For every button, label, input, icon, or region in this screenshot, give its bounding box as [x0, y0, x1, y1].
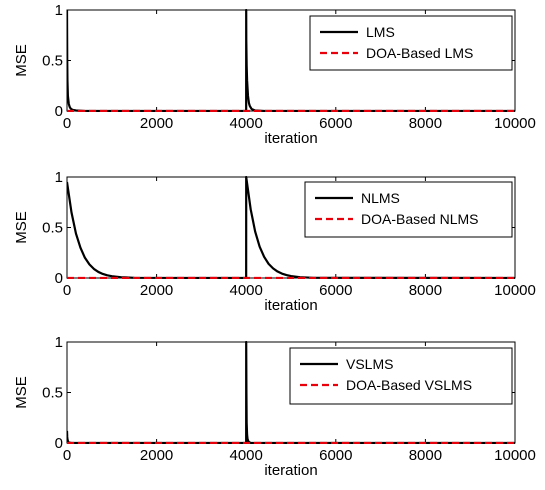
legend: NLMS DOA-Based NLMS	[304, 181, 513, 238]
legend-label: NLMS	[361, 190, 400, 206]
legend-label: DOA-Based LMS	[366, 45, 473, 61]
legend: VSLMS DOA-Based VSLMS	[289, 347, 513, 405]
legend-box	[304, 181, 513, 238]
legend-box	[309, 15, 513, 71]
y-tick-label: 0	[55, 103, 63, 120]
x-axis-label: iteration	[264, 297, 317, 314]
legend-label: DOA-Based VSLMS	[346, 377, 472, 393]
x-tick-label: 4000	[230, 115, 263, 132]
legend-label: LMS	[366, 24, 395, 40]
y-tick-label: 0	[55, 270, 63, 287]
y-tick-label: 0.5	[42, 220, 63, 237]
legend-label: DOA-Based NLMS	[361, 211, 478, 227]
y-tick-label: 0.5	[42, 53, 63, 70]
x-tick-label: 0	[63, 282, 71, 299]
x-tick-label: 8000	[409, 115, 442, 132]
chart-panel-2: 0 2000 4000 6000 8000 10000 0 0.5 1 iteration MSE N…	[13, 169, 536, 314]
x-axis-label: iteration	[264, 462, 317, 479]
x-tick-label: 4000	[230, 447, 263, 464]
x-tick-label: 2000	[140, 282, 173, 299]
series-line-lms	[67, 9, 515, 112]
legend-label: VSLMS	[346, 356, 393, 372]
y-axis-label: MSE	[13, 211, 30, 244]
x-tick-label: 10000	[494, 447, 536, 464]
y-tick-label: 0.5	[42, 385, 63, 402]
x-tick-label: 2000	[140, 115, 173, 132]
chart-panel-1: 0 2000 4000 6000 8000 10000 0 0.5 1 iteration MSE L…	[13, 2, 536, 147]
legend: LMS DOA-Based LMS	[309, 15, 513, 71]
x-tick-label: 8000	[409, 447, 442, 464]
y-tick-label: 1	[55, 2, 63, 19]
x-tick-label: 10000	[494, 282, 536, 299]
y-tick-label: 0	[55, 435, 63, 452]
series-line-nlms	[67, 176, 515, 279]
x-axis-label: iteration	[264, 130, 317, 147]
x-tick-label: 6000	[319, 282, 352, 299]
x-tick-label: 0	[63, 447, 71, 464]
y-tick-label: 1	[55, 334, 63, 351]
series-line-vslms	[67, 341, 515, 444]
x-tick-label: 6000	[319, 447, 352, 464]
y-axis-label: MSE	[13, 44, 30, 77]
x-tick-label: 4000	[230, 282, 263, 299]
chart-panel-3: 0 2000 4000 6000 8000 10000 0 0.5 1 iteration MSE V…	[13, 334, 536, 479]
x-tick-label: 6000	[319, 115, 352, 132]
legend-box	[289, 347, 513, 405]
y-tick-label: 1	[55, 169, 63, 186]
y-axis-label: MSE	[13, 376, 30, 409]
x-tick-label: 10000	[494, 115, 536, 132]
x-tick-label: 8000	[409, 282, 442, 299]
x-tick-label: 2000	[140, 447, 173, 464]
x-tick-label: 0	[63, 115, 71, 132]
